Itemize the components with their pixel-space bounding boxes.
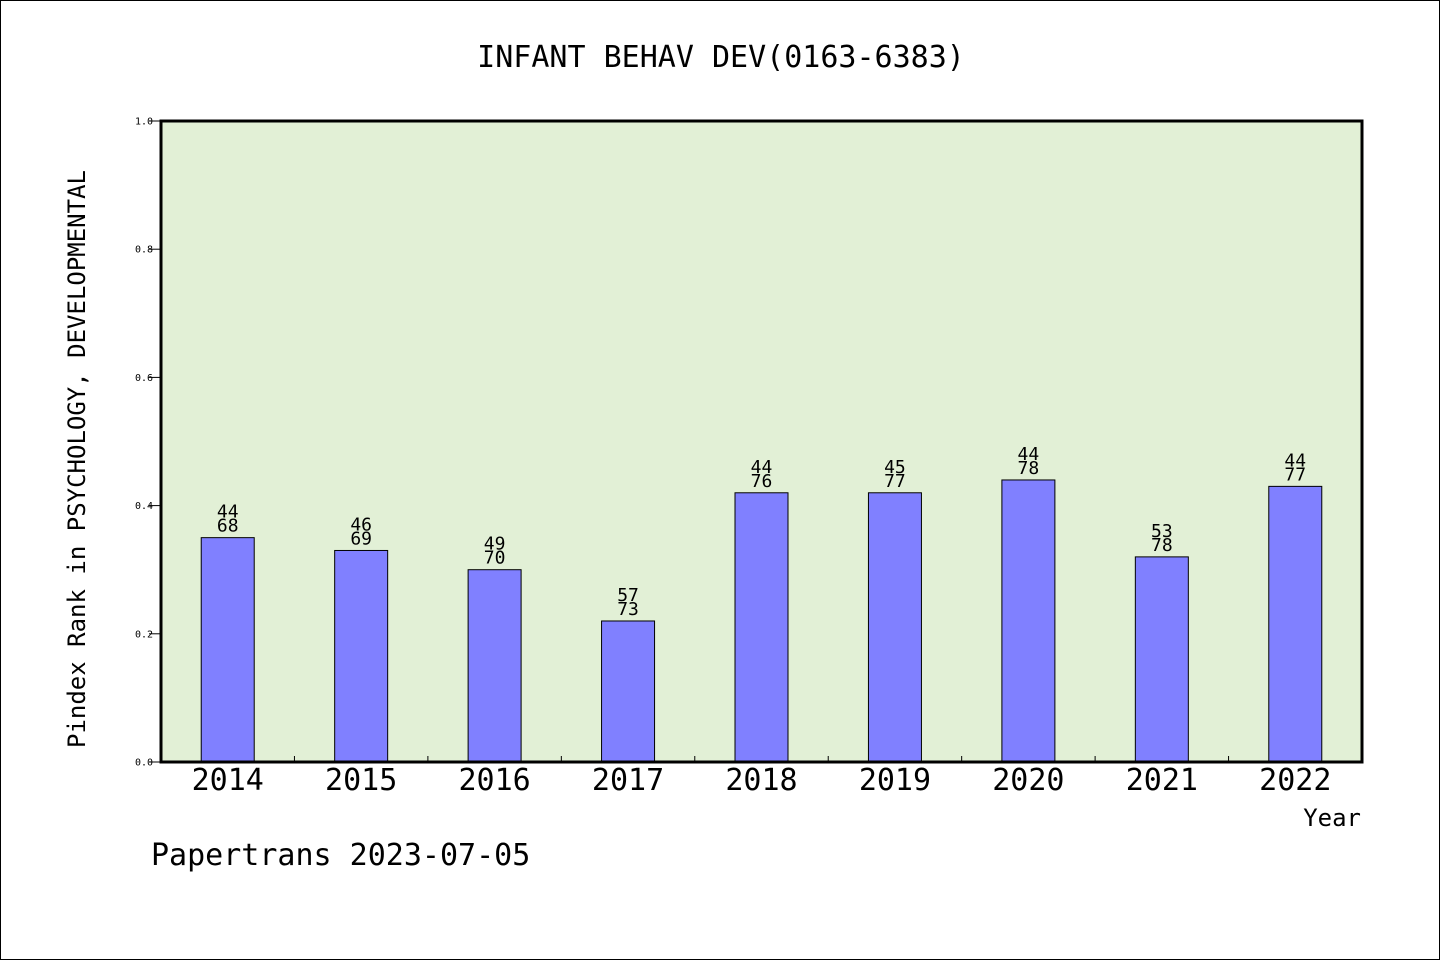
x-tick-label-2022: 2022 [1259, 763, 1331, 798]
bar-label-bottom-2021: 78 [1151, 535, 1173, 556]
bar-2022 [1268, 485, 1323, 763]
bar-label-top-2016: 49 [484, 534, 506, 555]
bar-2014 [200, 537, 255, 763]
bar-label-bottom-2017: 73 [617, 599, 639, 620]
bar-label-bottom-2018: 76 [751, 471, 773, 492]
x-tick-label-2020: 2020 [992, 763, 1064, 798]
bar-label-top-2015: 46 [350, 514, 372, 535]
bar-label-bottom-2014: 68 [217, 516, 239, 537]
bar-label-top-2020: 44 [1018, 444, 1040, 465]
bar-2020 [1001, 479, 1056, 763]
bar-label-bottom-2016: 70 [484, 548, 506, 569]
y-tick-label: 0.0 [135, 758, 153, 769]
footer-credit: Papertrans 2023-07-05 [151, 838, 530, 873]
x-axis-label: Year [1303, 804, 1361, 832]
bar-2017 [601, 620, 656, 763]
x-tick-label-2016: 2016 [458, 763, 530, 798]
bar-label-bottom-2019: 77 [884, 471, 906, 492]
bar-2016 [467, 569, 522, 763]
y-tick-label: 0.8 [135, 245, 153, 256]
x-tick-label-2015: 2015 [325, 763, 397, 798]
bar-2021 [1134, 556, 1189, 763]
chart-title: INFANT BEHAV DEV(0163-6383) [477, 40, 965, 75]
bar-label-top-2021: 53 [1151, 521, 1173, 542]
bar-label-bottom-2022: 77 [1284, 464, 1306, 485]
x-tick-label-2021: 2021 [1126, 763, 1198, 798]
y-tick-label: 1.0 [135, 117, 153, 128]
x-tick-label-2017: 2017 [592, 763, 664, 798]
y-axis: 0.0 0.2 0.4 0.6 0.8 1.0 [135, 117, 161, 769]
y-tick-label: 0.6 [135, 373, 153, 384]
bar-label-top-2014: 44 [217, 502, 239, 523]
bar-label-top-2018: 44 [751, 457, 773, 478]
bar-2018 [734, 492, 789, 763]
bar-label-top-2017: 57 [617, 585, 639, 606]
plot-border [159, 119, 1364, 764]
x-tick-label-2018: 2018 [725, 763, 797, 798]
bar-label-bottom-2020: 78 [1018, 458, 1040, 479]
y-axis-label: Pindex Rank in PSYCHOLOGY, DEVELOPMENTAL [63, 170, 91, 748]
y-tick-label: 0.4 [135, 501, 153, 512]
bar-label-bottom-2015: 69 [350, 528, 372, 549]
x-tick-label-2019: 2019 [859, 763, 931, 798]
x-tick-label-2014: 2014 [192, 763, 264, 798]
bar-2015 [334, 549, 389, 763]
bar-2019 [867, 492, 922, 763]
y-tick-label: 0.2 [135, 629, 153, 640]
bar-label-top-2022: 44 [1284, 450, 1306, 471]
x-axis: 2014 2015 2016 2017 2018 2019 2020 2021 2022 [192, 756, 1331, 798]
bar-label-top-2019: 45 [884, 457, 906, 478]
